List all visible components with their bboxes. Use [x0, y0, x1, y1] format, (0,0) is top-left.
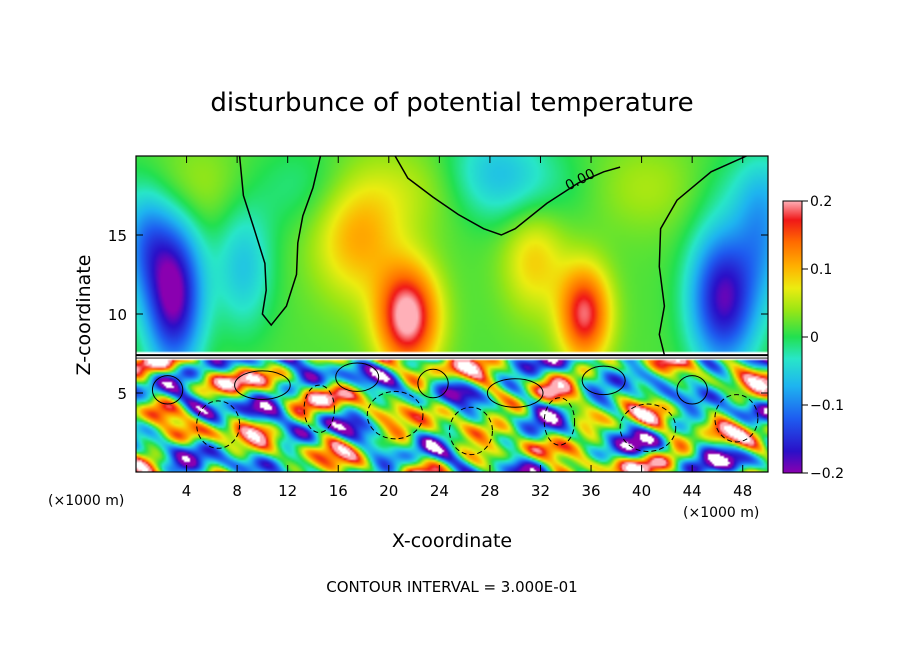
colorbar-tick-label: −0.1 [810, 398, 844, 414]
x-tick-label: 32 [531, 482, 550, 500]
x-tick-label: 16 [329, 482, 348, 500]
eddy-contour [234, 370, 291, 400]
zero-contour-line [394, 156, 621, 236]
x-tick-label: 12 [278, 482, 297, 500]
eddy-contour [151, 375, 184, 405]
field-image [136, 156, 768, 472]
chart-title: disturbunce of potential temperature [210, 88, 693, 118]
x-tick-label: 48 [733, 482, 752, 500]
x-axis-label: X-coordinate [392, 530, 512, 552]
x-tick-label: 24 [430, 482, 449, 500]
colorbar-tick-label: 0.1 [810, 262, 832, 278]
y-tick-label: 5 [117, 385, 127, 403]
eddy-contour [303, 384, 335, 433]
y-tick-label: 15 [108, 227, 127, 245]
eddy-contour [417, 368, 449, 399]
x-tick-label: 8 [232, 482, 242, 500]
colorbar-tick-label: 0 [810, 330, 819, 346]
colorbar-tick-label: −0.2 [810, 466, 844, 482]
x-tick-label: 36 [581, 482, 600, 500]
contour-interval-note: CONTOUR INTERVAL = 3.000E-01 [326, 578, 577, 596]
zero-contour-line [238, 156, 322, 327]
y-axis: 5 10 15 [108, 227, 768, 403]
x-tick-label: 20 [379, 482, 398, 500]
colorbar-tick-label: 0.2 [810, 194, 832, 210]
colorbar-gradient [782, 200, 803, 474]
eddy-contour [486, 378, 544, 408]
x-tick-label: 40 [632, 482, 651, 500]
eddy-contour [543, 397, 576, 446]
x-tick-label: 44 [683, 482, 702, 500]
x-unit-label-right: (×1000 m) [683, 505, 759, 521]
y-axis-label: Z-coordinate [73, 255, 95, 376]
y-tick-label: 10 [108, 306, 127, 324]
x-axis: 4 8 12 16 20 24 28 32 36 40 44 48 [182, 156, 752, 500]
eddy-contour [581, 365, 626, 396]
turbulent-contours [136, 354, 768, 456]
eddy-contour [448, 406, 493, 456]
colorbar: 0.2 0.1 0 −0.1 −0.2 [782, 194, 844, 482]
eddy-contour [714, 394, 759, 443]
eddy-contour [335, 362, 380, 392]
eddy-contour [366, 390, 424, 440]
x-unit-label: (×1000 m) [48, 493, 124, 509]
plot-area: 0.00 [136, 156, 768, 472]
x-tick-label: 4 [182, 482, 192, 500]
zero-contour-line [658, 156, 747, 356]
colorbar-ticks: 0.2 0.1 0 −0.1 −0.2 [802, 194, 844, 482]
x-tick-label: 28 [480, 482, 499, 500]
eddy-contour [196, 400, 241, 449]
eddy-contour [619, 403, 677, 452]
eddy-contour [676, 375, 708, 405]
